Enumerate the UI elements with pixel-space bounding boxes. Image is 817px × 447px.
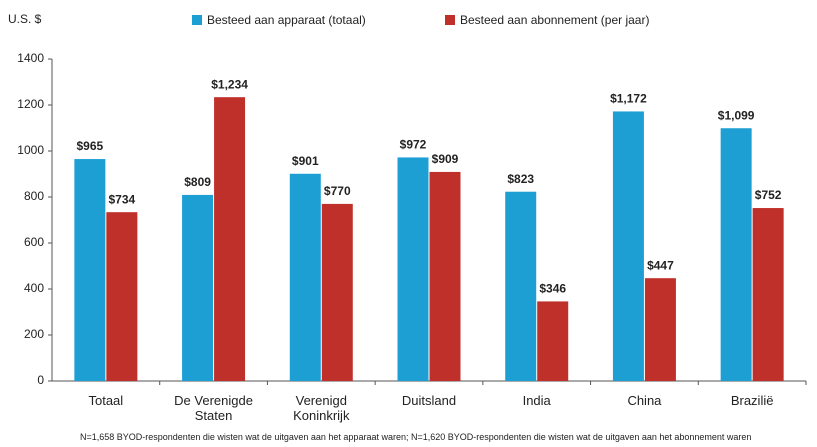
x-tick-label: Verenigd Koninkrijk <box>293 393 350 423</box>
bar <box>644 278 676 381</box>
bar <box>720 128 752 381</box>
x-tick-label: India <box>522 393 551 408</box>
value-label: $1,172 <box>610 92 647 106</box>
value-label: $909 <box>432 152 459 166</box>
value-label: $770 <box>324 184 351 198</box>
x-tick-label: Brazilië <box>730 393 774 408</box>
value-label: $809 <box>184 175 211 189</box>
bar <box>106 212 138 381</box>
bar <box>321 203 353 381</box>
value-label: $1,234 <box>211 77 248 91</box>
bar <box>214 97 246 382</box>
bar <box>505 191 537 381</box>
y-tick-label: 200 <box>24 327 44 341</box>
value-label: $901 <box>292 154 319 168</box>
bar <box>74 159 106 381</box>
value-label: $972 <box>400 138 427 152</box>
y-tick-label: 400 <box>24 281 44 295</box>
bar <box>429 171 461 381</box>
x-tick-label: China <box>627 393 662 408</box>
bar <box>397 157 429 381</box>
y-tick-label: 1000 <box>17 143 44 157</box>
bar <box>537 301 569 381</box>
legend-swatch <box>445 15 455 25</box>
legend-label: Besteed aan abonnement (per jaar) <box>460 13 649 27</box>
bar <box>612 111 644 381</box>
x-tick-label: De Verenigde Staten <box>174 393 253 423</box>
bar <box>752 208 784 381</box>
bar <box>289 173 321 381</box>
footnote: N=1,658 BYOD-respondenten die wisten wat… <box>80 432 752 442</box>
value-label: $752 <box>755 188 782 202</box>
x-tick-label: Duitsland <box>401 393 457 408</box>
y-tick-label: 800 <box>24 189 44 203</box>
value-label: $1,099 <box>718 108 755 122</box>
x-tick-label: Totaal <box>88 393 124 408</box>
legend-label: Besteed aan apparaat (totaal) <box>207 13 366 27</box>
legend-swatch <box>192 15 202 25</box>
y-tick-label: 1200 <box>17 97 44 111</box>
value-label: $447 <box>647 258 674 272</box>
y-tick-label: 600 <box>24 235 44 249</box>
value-label: $346 <box>539 282 566 296</box>
value-label: $823 <box>507 172 534 186</box>
bar <box>182 194 214 381</box>
y-tick-label: 0 <box>37 373 44 387</box>
y-tick-label: 1400 <box>17 51 44 65</box>
value-label: $734 <box>109 192 136 206</box>
y-axis-label: U.S. $ <box>8 12 42 26</box>
value-label: $965 <box>77 139 104 153</box>
